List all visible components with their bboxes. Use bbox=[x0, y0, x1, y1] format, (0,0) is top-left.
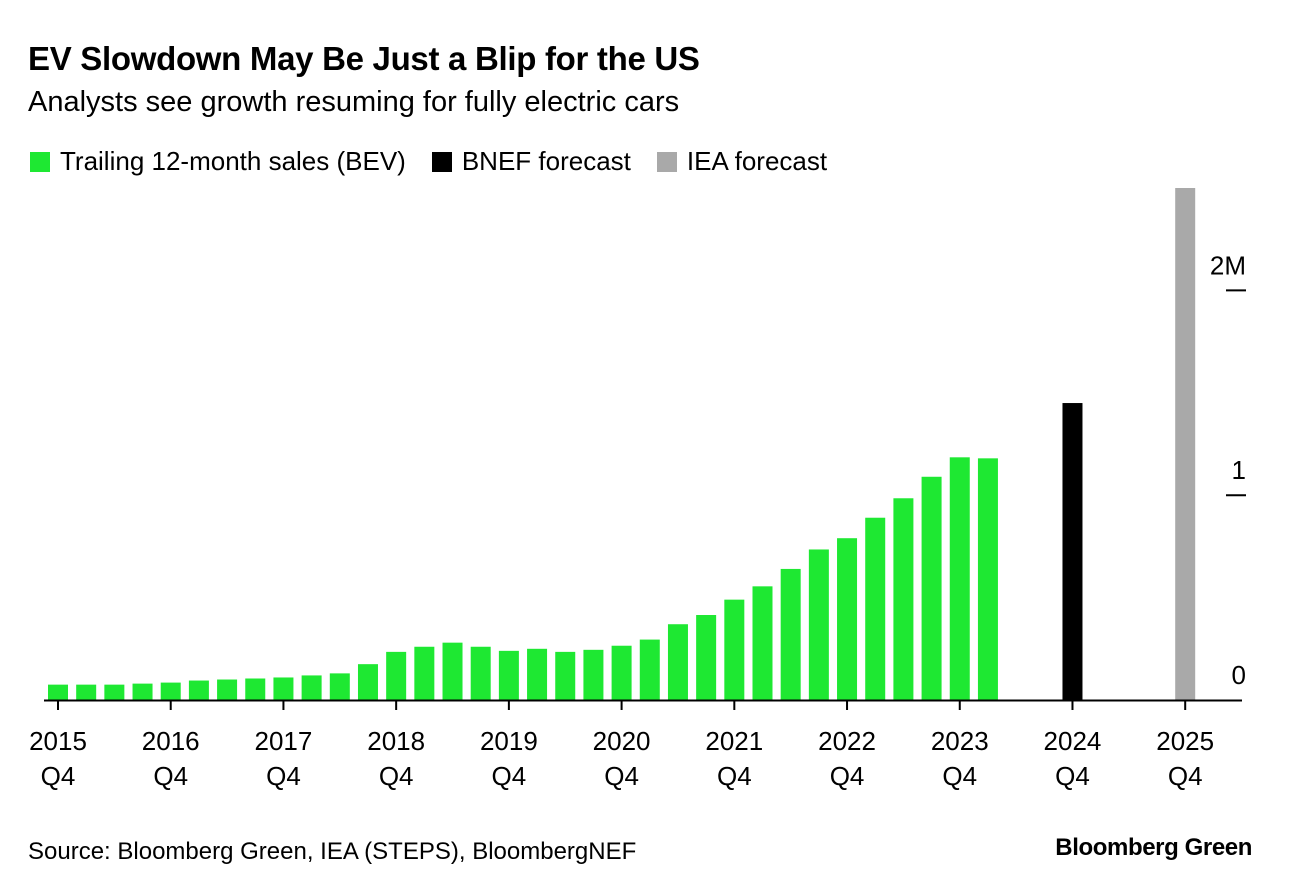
bar-bev-24 bbox=[724, 599, 745, 700]
legend-swatch-bnef bbox=[431, 151, 452, 172]
legend-item-bev: Trailing 12-month sales (BEV) bbox=[30, 146, 406, 177]
bar-bev-1 bbox=[76, 684, 97, 700]
bar-bev-31 bbox=[921, 476, 942, 700]
x-tick-label-quarter-2: Q4 bbox=[266, 761, 301, 791]
legend-label-iea: IEA forecast bbox=[686, 146, 828, 176]
legend: Trailing 12-month sales (BEV) BNEF forec… bbox=[30, 146, 853, 177]
bar-bev-7 bbox=[245, 678, 266, 700]
bar-bev-16 bbox=[498, 650, 519, 700]
bar-bev-30 bbox=[893, 498, 914, 700]
x-tick-label-year-7: 2022 bbox=[818, 726, 876, 756]
bar-bev-27 bbox=[808, 549, 829, 700]
legend-label-bev: Trailing 12-month sales (BEV) bbox=[60, 146, 406, 176]
x-tick-label-year-8: 2023 bbox=[931, 726, 989, 756]
x-tick-label-year-10: 2025 bbox=[1156, 726, 1214, 756]
bar-bev-5 bbox=[188, 680, 209, 700]
chart-subtitle: Analysts see growth resuming for fully e… bbox=[28, 86, 680, 118]
bar-bev-22 bbox=[667, 624, 688, 700]
y-tick-label-2: 2M bbox=[1210, 250, 1246, 280]
bar-bev-33 bbox=[977, 458, 998, 700]
bar-bev-20 bbox=[611, 645, 632, 700]
bar-bnef-forecast bbox=[1062, 403, 1083, 700]
brand-logo: Bloomberg Green bbox=[1055, 834, 1252, 861]
x-tick-label-quarter-4: Q4 bbox=[492, 761, 527, 791]
x-tick-label-quarter-9: Q4 bbox=[1055, 761, 1090, 791]
chart-title: EV Slowdown May Be Just a Blip for the U… bbox=[28, 40, 700, 77]
x-tick-label-quarter-6: Q4 bbox=[717, 761, 752, 791]
bar-bev-12 bbox=[386, 651, 407, 700]
x-tick-label-quarter-1: Q4 bbox=[153, 761, 188, 791]
x-tick-label-year-0: 2015 bbox=[29, 726, 87, 756]
legend-item-bnef: BNEF forecast bbox=[431, 146, 631, 177]
y-tick-label-0: 0 bbox=[1232, 660, 1246, 690]
x-tick-label-quarter-10: Q4 bbox=[1168, 761, 1203, 791]
bar-bev-18 bbox=[555, 651, 576, 700]
bar-bev-9 bbox=[301, 675, 322, 700]
legend-swatch-iea bbox=[656, 151, 677, 172]
x-tick-label-year-3: 2018 bbox=[367, 726, 425, 756]
x-tick-label-year-6: 2021 bbox=[705, 726, 763, 756]
x-tick-label-quarter-8: Q4 bbox=[942, 761, 977, 791]
legend-swatch-bev bbox=[30, 151, 50, 172]
bar-bev-11 bbox=[357, 664, 378, 700]
bar-bev-29 bbox=[865, 517, 886, 700]
x-tick-label-quarter-5: Q4 bbox=[604, 761, 639, 791]
bar-bev-10 bbox=[329, 673, 350, 700]
x-tick-label-quarter-0: Q4 bbox=[41, 761, 76, 791]
x-tick-label-year-1: 2016 bbox=[142, 726, 200, 756]
bar-bev-19 bbox=[583, 649, 604, 700]
x-tick-label-quarter-7: Q4 bbox=[830, 761, 865, 791]
x-tick-label-quarter-3: Q4 bbox=[379, 761, 414, 791]
y-tick-label-1: 1 bbox=[1232, 455, 1246, 485]
legend-item-iea: IEA forecast bbox=[656, 146, 828, 177]
bar-bev-17 bbox=[527, 648, 548, 700]
x-tick-label-year-4: 2019 bbox=[480, 726, 538, 756]
bar-bev-13 bbox=[414, 646, 435, 700]
bar-bev-3 bbox=[132, 683, 153, 700]
bar-bev-4 bbox=[160, 682, 181, 700]
bar-bev-8 bbox=[273, 677, 294, 700]
bar-bev-6 bbox=[217, 679, 238, 700]
legend-label-bnef: BNEF forecast bbox=[461, 146, 631, 176]
bar-bev-25 bbox=[752, 586, 773, 700]
bar-bev-15 bbox=[470, 646, 491, 700]
x-tick-label-year-5: 2020 bbox=[593, 726, 651, 756]
source-note: Source: Bloomberg Green, IEA (STEPS), Bl… bbox=[28, 838, 637, 865]
x-tick-label-year-2: 2017 bbox=[255, 726, 313, 756]
bar-bev-28 bbox=[837, 538, 858, 700]
bar-bev-2 bbox=[104, 684, 125, 700]
bar-iea-forecast bbox=[1175, 188, 1196, 700]
bar-bev-32 bbox=[949, 457, 970, 700]
bar-bev-21 bbox=[639, 639, 660, 700]
bar-bev-0 bbox=[48, 684, 68, 700]
bar-bev-14 bbox=[442, 642, 463, 700]
bar-bev-23 bbox=[696, 615, 717, 700]
x-tick-label-year-9: 2024 bbox=[1044, 726, 1102, 756]
bar-bev-26 bbox=[780, 568, 801, 700]
